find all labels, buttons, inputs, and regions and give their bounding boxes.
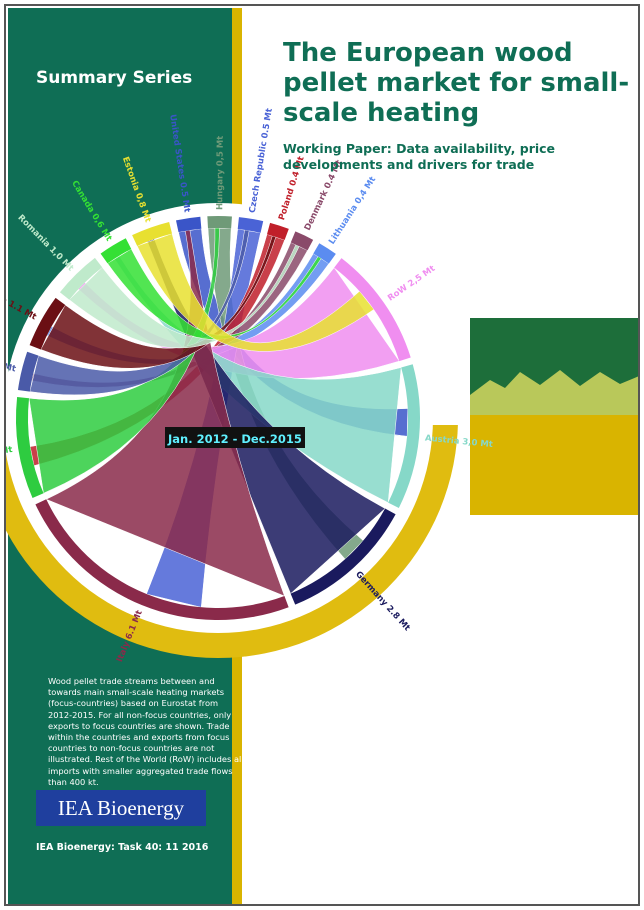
title: The European wood pellet market for smal… (283, 38, 633, 128)
series-label: Summary Series (36, 68, 192, 88)
footer: IEA Bioenergy: Task 40: 11 2016 (36, 842, 208, 853)
yellow-banner (470, 415, 644, 515)
page: United States 0.5 MtHungary 0,5 MtCzech … (0, 0, 644, 910)
segment-arc (207, 216, 232, 228)
description: Wood pellet trade streams between and to… (48, 676, 244, 788)
logo-box: IEA Bioenergy (36, 790, 206, 826)
segment-label: Hungary 0,5 Mt (215, 136, 226, 210)
period-box: Jan. 2012 - Dec.2015 (165, 427, 305, 448)
period-label: Jan. 2012 - Dec.2015 (168, 432, 302, 446)
logo: IEA Bioenergy (36, 796, 206, 821)
subtitle: Working Paper: Data availability, price … (283, 141, 583, 173)
